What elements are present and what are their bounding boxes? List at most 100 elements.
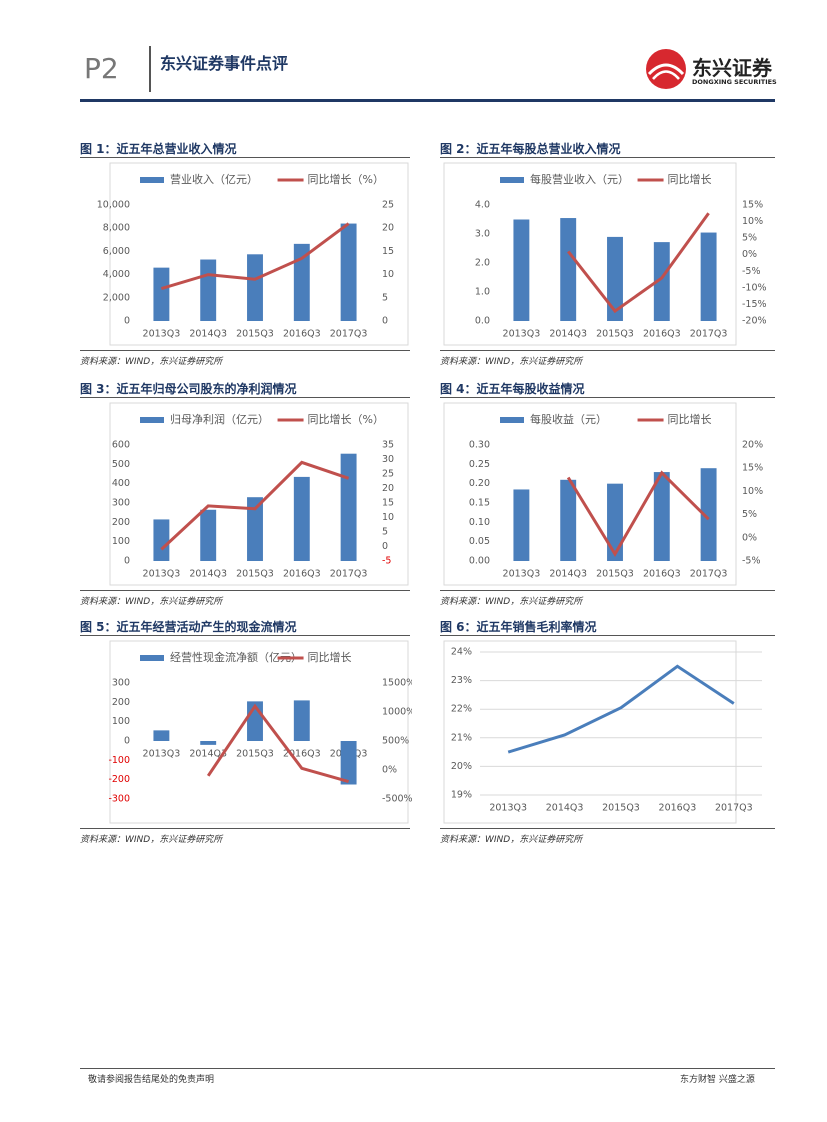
legend-label: 营业收入（亿元） [170,172,258,186]
y-tick-label: 0.05 [469,536,490,547]
y2-tick-label: 25 [382,200,394,211]
x-tick-label: 2013Q3 [143,569,181,580]
y-tick-label: 0.10 [469,517,490,528]
x-tick-label: 2015Q3 [596,329,634,340]
y-tick-label: 2,000 [103,292,130,303]
y-tick-label: 600 [112,440,130,451]
y-tick-label: -100 [108,755,130,766]
y-tick-label: 300 [112,498,130,509]
figure-caption: 图 3：近五年归母公司股东的净利润情况 [80,382,297,396]
y-tick-label: 200 [112,517,130,528]
legend-swatch [140,417,164,423]
line [206,703,350,784]
x-tick-label: 2016Q3 [283,329,321,340]
bar [293,243,310,321]
legend-label: 经营性现金流净额（亿元） [170,650,302,664]
y2-tick-label: 30 [382,454,394,465]
y2-tick-label: -15% [742,299,767,310]
x-tick-label: 2013Q3 [143,329,181,340]
y2-tick-label: -500% [382,794,412,805]
legend-label: 归母净利润（亿元） [170,412,269,426]
y-tick-label: 0 [124,556,130,567]
chart: 0 2,000 4,000 6,000 8,000 10,000 0 5 10 15 20 25 201… [97,162,409,346]
bar [247,254,263,321]
header-rule [80,99,775,102]
y-tick-label: -200 [108,774,130,785]
chart-area: 0 100 200 300 400 500 600 -5 0 5 10 15 20 25 30 35 2013Q… [80,397,410,591]
y-tick-label: 10,000 [97,200,130,211]
y-tick-label: 100 [112,716,130,727]
bar [293,476,310,561]
figure-source: 资料来源：WIND，东兴证券研究所 [440,597,583,607]
chart: 0.00 0.05 0.10 0.15 0.20 0.25 0.30 -5% 0% 5% 10% 15… [443,402,763,586]
x-tick-label: 2016Q3 [643,569,681,580]
chart: 0.0 1.0 2.0 3.0 4.0 -20% -15% -10% -5% 0% 5% 10% 15%… [443,162,767,346]
y-tick-label: 19% [451,790,472,801]
x-tick-label: 2014Q3 [546,803,584,814]
y2-tick-label: 0 [382,316,388,327]
footer-slogan: 东方财智 兴盛之源 [680,1075,755,1085]
legend-swatch [140,655,164,661]
y-tick-label: 22% [451,704,472,715]
y2-tick-label: 10% [742,486,763,497]
y2-tick-label: -5% [742,556,761,567]
x-tick-label: 2015Q3 [236,329,274,340]
x-tick-label: 2016Q3 [283,749,321,760]
y-tick-label: 0.25 [469,459,490,470]
y2-tick-label: 1500% [382,678,412,689]
y2-tick-label: 5% [742,509,757,520]
plot-frame [109,402,409,586]
y-tick-label: 0.0 [475,316,490,327]
bar [700,232,717,321]
y-tick-label: -300 [108,794,130,805]
y2-tick-label: 0 [382,541,388,552]
y2-tick-label: 500% [382,736,409,747]
x-tick-label: 2015Q3 [596,569,634,580]
figure-source: 资料来源：WIND，东兴证券研究所 [80,835,223,845]
y-tick-label: 1.0 [475,287,490,298]
y2-tick-label: 15 [382,498,394,509]
figure-source: 资料来源：WIND，东兴证券研究所 [80,597,223,607]
y-tick-label: 0 [124,736,130,747]
y2-tick-label: 10 [382,269,394,280]
bar [340,453,357,561]
bar [560,479,577,561]
bar [293,700,310,741]
figure-caption: 图 1：近五年总营业收入情况 [80,142,237,156]
y-tick-label: 400 [112,478,130,489]
y2-tick-label: 15% [742,200,763,211]
bar [607,236,623,321]
line [507,664,735,754]
plot-frame [443,402,737,586]
footer-rule [80,1068,775,1069]
x-tick-label: 2017Q3 [690,329,728,340]
bar [653,472,670,561]
bar [200,509,217,561]
bar [200,259,217,321]
y-tick-label: 24% [451,647,472,658]
chart: -300 -200 -100 0 100 200 300 -500% 0% 500% 1000% 15… [108,640,415,824]
bar [700,468,717,561]
figure-source: 资料来源：WIND，东兴证券研究所 [440,835,583,845]
chart-area: 0 2,000 4,000 6,000 8,000 10,000 0 5 10 15 20 25 201… [80,157,410,351]
y-tick-label: 0.15 [469,498,490,509]
report-title: 东兴证券事件点评 [160,54,289,73]
y2-tick-label: 15% [742,463,763,474]
y-tick-label: 200 [112,697,130,708]
bar [153,730,170,741]
y2-tick-label: 15 [382,246,394,257]
y-tick-label: 3.0 [475,229,490,240]
x-tick-label: 2015Q3 [236,749,274,760]
figure-caption: 图 5：近五年经营活动产生的现金流情况 [80,620,297,634]
y-tick-label: 0 [124,316,130,327]
figure-caption: 图 4：近五年每股收益情况 [440,382,585,396]
y2-tick-label: 20% [742,440,763,451]
y-tick-label: 0.20 [469,478,490,489]
y-tick-label: 6,000 [103,246,130,257]
y-tick-label: 2.0 [475,258,490,269]
y2-tick-label: 5% [742,233,757,244]
chart: 0 100 200 300 400 500 600 -5 0 5 10 15 20 25 30 35 2013Q… [109,402,409,586]
y-tick-label: 4.0 [475,200,490,211]
y-tick-label: 21% [451,732,472,743]
